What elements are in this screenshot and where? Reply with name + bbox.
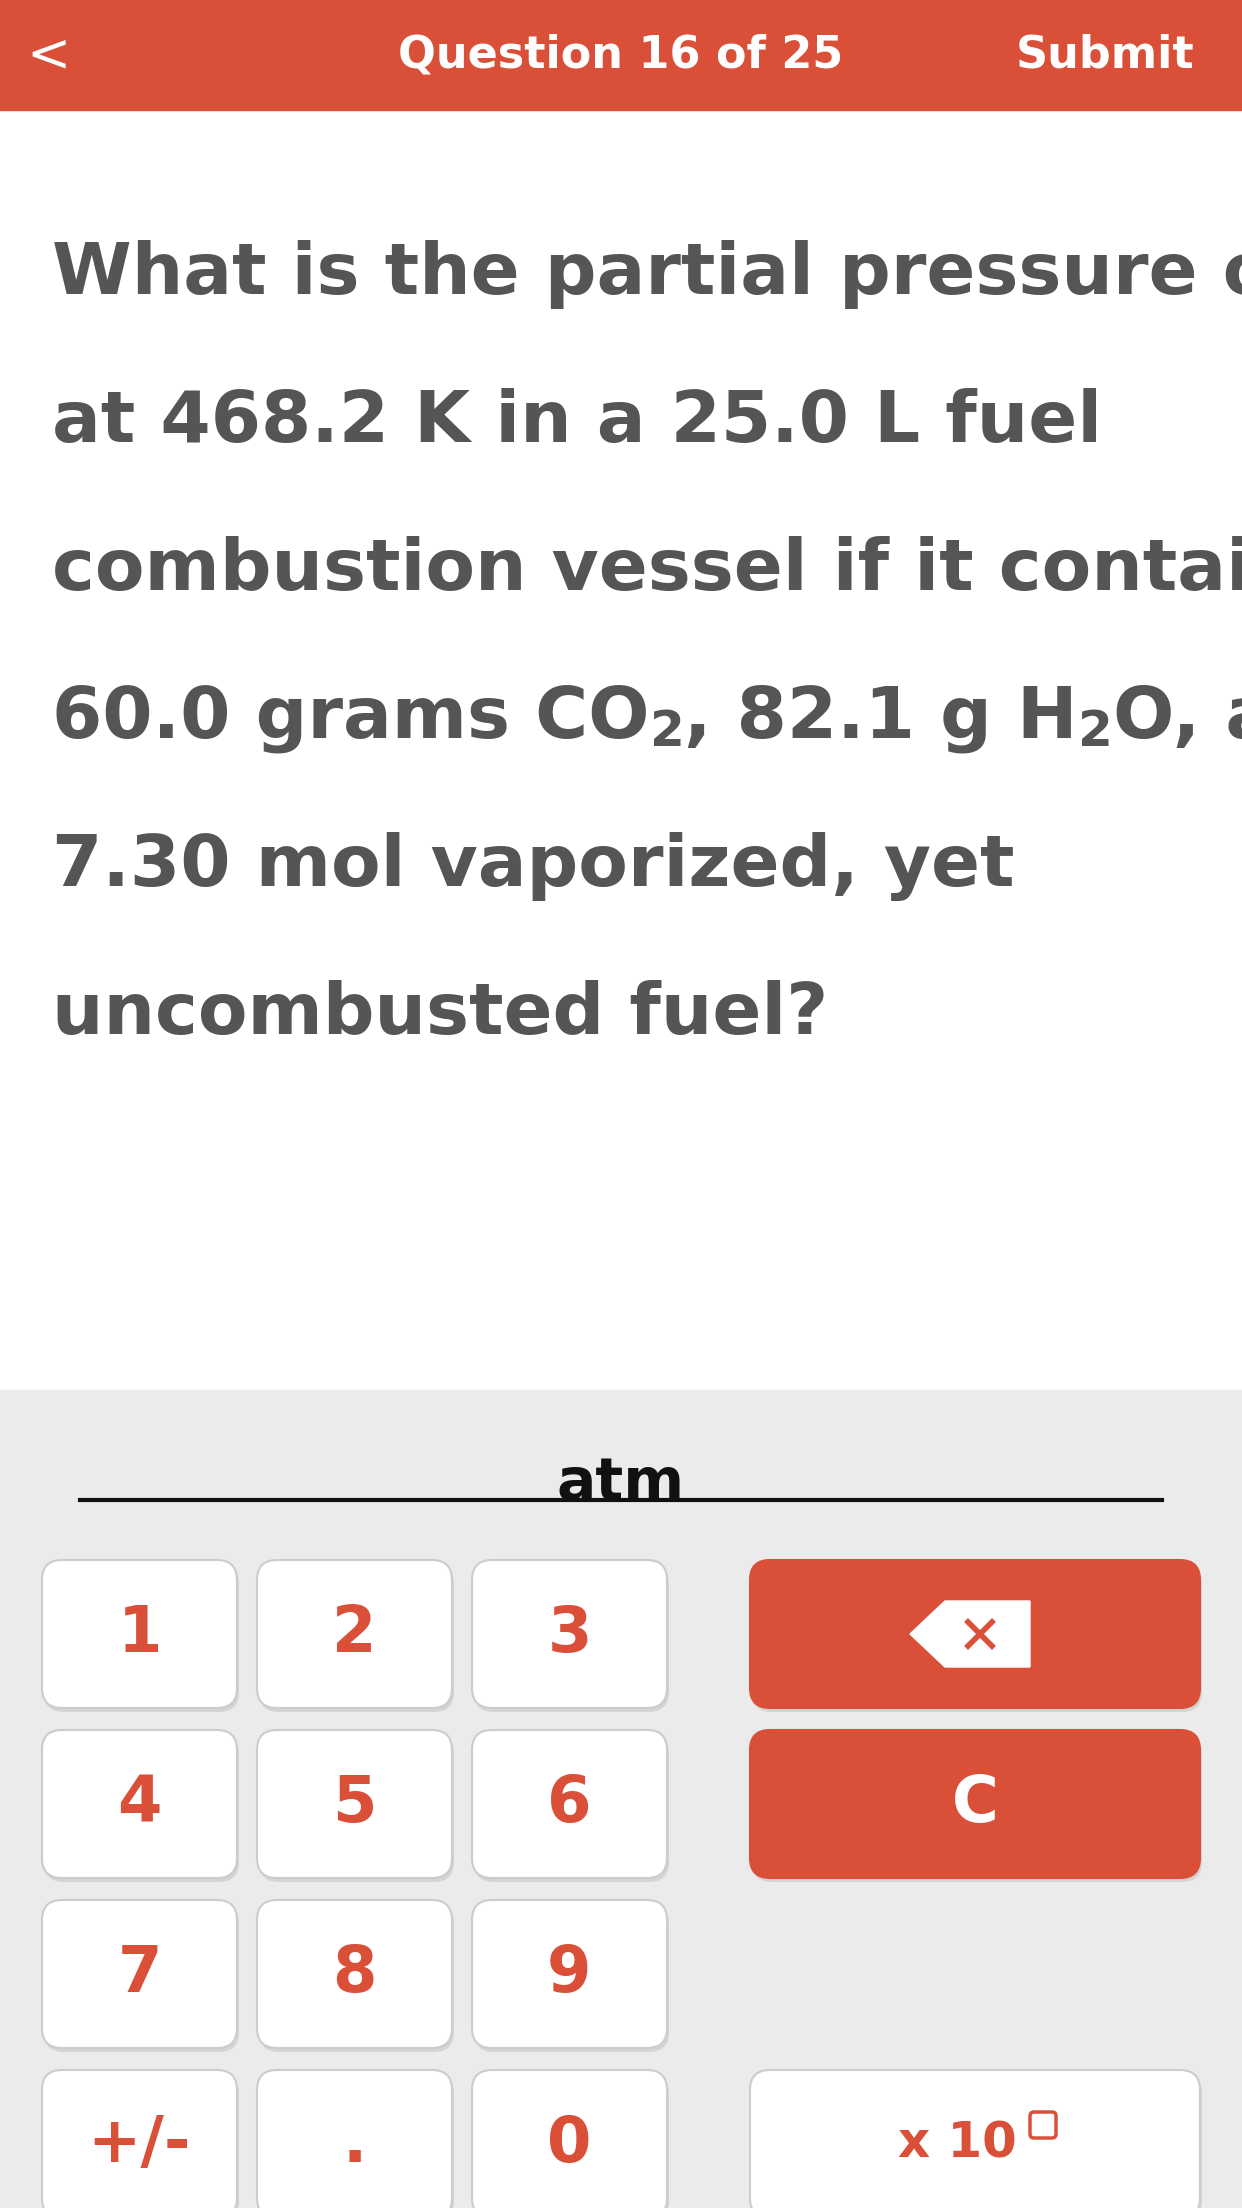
Text: 60.0 grams CO: 60.0 grams CO: [52, 684, 650, 753]
Text: 5: 5: [333, 1773, 376, 1835]
FancyBboxPatch shape: [472, 2071, 667, 2208]
FancyBboxPatch shape: [260, 1903, 455, 2051]
FancyBboxPatch shape: [474, 2073, 669, 2208]
Text: 7: 7: [117, 1943, 161, 2005]
Text: 2: 2: [650, 709, 684, 755]
FancyBboxPatch shape: [43, 1903, 238, 2051]
Text: , 82.1 g H: , 82.1 g H: [684, 684, 1078, 753]
FancyBboxPatch shape: [42, 2071, 237, 2208]
Text: <: <: [26, 29, 70, 82]
Text: uncombusted fuel?: uncombusted fuel?: [52, 980, 828, 1049]
FancyBboxPatch shape: [42, 1731, 237, 1879]
FancyBboxPatch shape: [43, 1563, 238, 1711]
Text: at 468.2 K in a 25.0 L fuel: at 468.2 K in a 25.0 L fuel: [52, 389, 1102, 457]
Polygon shape: [910, 1601, 1030, 1667]
Text: Submit: Submit: [1016, 33, 1194, 77]
FancyBboxPatch shape: [751, 1563, 1202, 1711]
FancyBboxPatch shape: [751, 1733, 1202, 1881]
FancyBboxPatch shape: [260, 2073, 455, 2208]
FancyBboxPatch shape: [751, 2073, 1202, 2208]
FancyBboxPatch shape: [42, 1901, 237, 2049]
Text: 4: 4: [117, 1773, 161, 1835]
Text: +/-: +/-: [88, 2113, 191, 2175]
Text: 9: 9: [548, 1943, 591, 2005]
FancyBboxPatch shape: [257, 1561, 452, 1709]
Text: O, and: O, and: [1113, 684, 1242, 753]
Text: 6: 6: [548, 1773, 591, 1835]
FancyBboxPatch shape: [472, 1561, 667, 1709]
Text: What is the partial pressure of CO: What is the partial pressure of CO: [52, 241, 1242, 309]
Text: combustion vessel if it contains: combustion vessel if it contains: [52, 537, 1242, 605]
Text: 2: 2: [333, 1603, 376, 1665]
Bar: [0, 1391, 1242, 2208]
FancyBboxPatch shape: [750, 1561, 1200, 1709]
Text: C: C: [951, 1773, 999, 1835]
Text: 1: 1: [117, 1603, 161, 1665]
FancyBboxPatch shape: [472, 1901, 667, 2049]
FancyBboxPatch shape: [257, 1901, 452, 2049]
Text: x 10: x 10: [898, 2120, 1016, 2168]
Text: 8: 8: [333, 1943, 376, 2005]
FancyBboxPatch shape: [42, 1561, 237, 1709]
Bar: [0, 0, 1242, 110]
FancyBboxPatch shape: [43, 2073, 238, 2208]
Text: 3: 3: [548, 1603, 591, 1665]
Text: Question 16 of 25: Question 16 of 25: [399, 33, 843, 77]
FancyBboxPatch shape: [472, 1731, 667, 1879]
FancyBboxPatch shape: [260, 1733, 455, 1881]
Text: 7.30 mol vaporized, yet: 7.30 mol vaporized, yet: [52, 832, 1015, 901]
Text: 2: 2: [1078, 709, 1113, 755]
FancyBboxPatch shape: [257, 2071, 452, 2208]
Text: 0: 0: [548, 2113, 591, 2175]
Text: .: .: [343, 2113, 366, 2175]
FancyBboxPatch shape: [260, 1563, 455, 1711]
FancyBboxPatch shape: [474, 1733, 669, 1881]
FancyBboxPatch shape: [474, 1563, 669, 1711]
Text: atm: atm: [556, 1455, 686, 1512]
FancyBboxPatch shape: [750, 1731, 1200, 1879]
FancyBboxPatch shape: [257, 1731, 452, 1879]
FancyBboxPatch shape: [474, 1903, 669, 2051]
FancyBboxPatch shape: [750, 2071, 1200, 2208]
FancyBboxPatch shape: [43, 1733, 238, 1881]
